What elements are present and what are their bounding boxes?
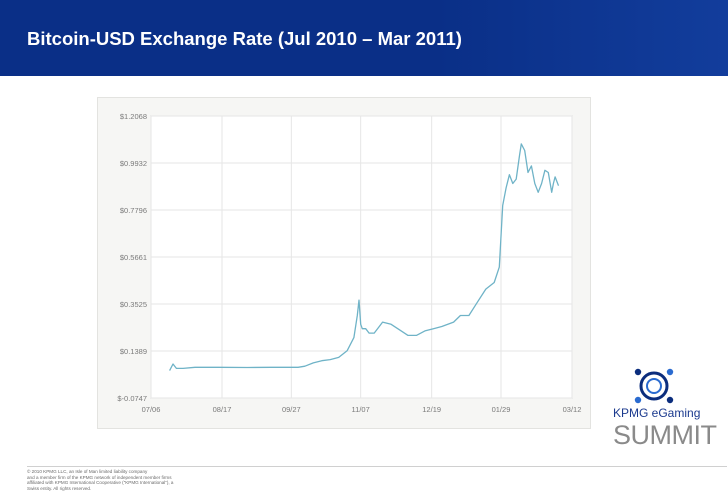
title-banner: Bitcoin-USD Exchange Rate (Jul 2010 – Ma… xyxy=(0,0,728,76)
x-tick-label: 09/27 xyxy=(282,405,301,414)
logo-text: KPMG eGaming xyxy=(613,406,701,420)
y-tick-label: $0.3525 xyxy=(120,300,147,309)
footer-line: affiliated with KPMG International Coope… xyxy=(27,480,174,486)
line-chart: $1.2068 $0.9932 $0.7796 $0.5661 $0.3525 $0.13… xyxy=(117,112,582,414)
footer-line: © 2010 KPMG LLC, an Isle of Man limited … xyxy=(27,469,148,474)
price-series-line xyxy=(169,143,560,371)
y-tick-label: $1.2068 xyxy=(120,112,147,121)
x-tick-label: 03/12 xyxy=(563,405,582,414)
y-tick-label: $0.1389 xyxy=(120,347,147,356)
footer-line: Swiss entity. All rights reserved. xyxy=(27,485,92,491)
footer-disclaimer: © 2010 KPMG LLC, an Isle of Man limited … xyxy=(27,469,227,491)
chart-panel: $1.2068 $0.9932 $0.7796 $0.5661 $0.3525 $0.13… xyxy=(97,97,591,429)
y-tick-label: $0.5661 xyxy=(120,253,147,262)
footer-line: and a member firm of the KPMG network of… xyxy=(27,474,172,480)
x-tick-label: 11/07 xyxy=(352,405,370,414)
footer-divider xyxy=(27,466,727,467)
slide-title: Bitcoin-USD Exchange Rate (Jul 2010 – Ma… xyxy=(27,28,462,49)
kpmg-logo-icon xyxy=(634,368,674,404)
y-tick-label: $0.7796 xyxy=(120,206,147,215)
logo-wordmark: SUMMIT xyxy=(613,420,717,450)
x-tick-label: 07/06 xyxy=(142,405,161,414)
y-tick-label: $-0.0747 xyxy=(117,394,147,403)
y-tick-label: $0.9932 xyxy=(120,159,147,168)
x-tick-label: 01/29 xyxy=(492,405,511,414)
x-tick-label: 08/17 xyxy=(213,405,232,414)
x-tick-label: 12/19 xyxy=(422,405,441,414)
